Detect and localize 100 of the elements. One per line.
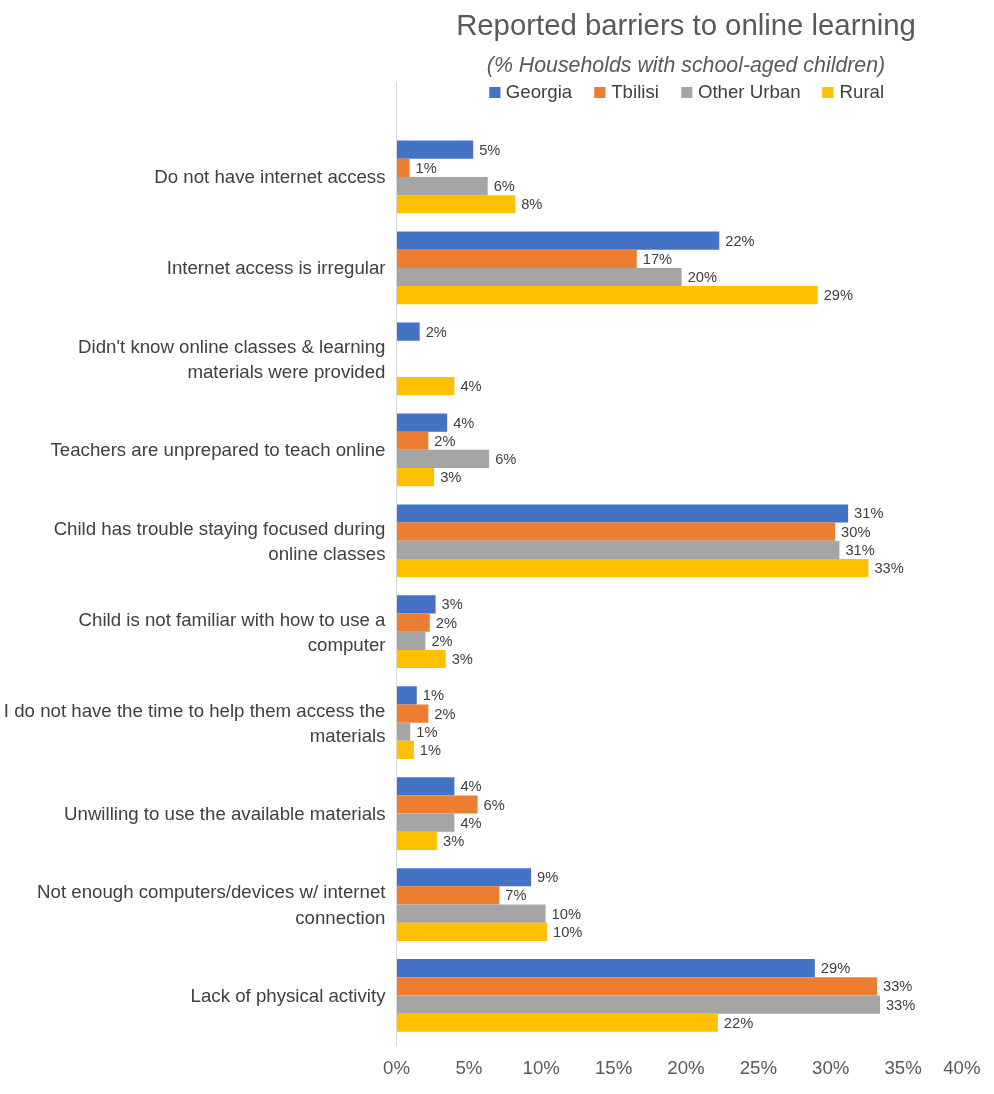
bar	[396, 522, 836, 541]
bar	[396, 704, 429, 723]
bar	[396, 886, 500, 905]
x-tick-label: 40%	[943, 1056, 981, 1078]
bar	[396, 740, 414, 760]
data-label: 4%	[453, 414, 475, 431]
x-tick-label: 35%	[884, 1056, 922, 1078]
bar	[396, 413, 448, 432]
bar	[396, 904, 546, 923]
data-label: 1%	[415, 159, 437, 176]
y-tick-label: I do not have the time to help them access the materials	[3, 699, 386, 746]
data-label: 3%	[441, 596, 463, 613]
bar	[396, 831, 438, 850]
data-label: 10%	[551, 905, 581, 922]
data-label: 3%	[443, 832, 465, 849]
bar	[396, 595, 436, 614]
bar	[396, 959, 815, 978]
bar	[396, 249, 637, 268]
data-label: 33%	[885, 996, 916, 1013]
data-label: 22%	[723, 1014, 754, 1031]
data-label: 9%	[537, 869, 559, 886]
data-label: 2%	[425, 323, 447, 340]
bar	[396, 158, 410, 177]
data-label: 31%	[854, 505, 884, 522]
legend-label: Rural	[839, 81, 885, 103]
x-tick-label: 0%	[383, 1056, 410, 1078]
data-label: 29%	[820, 960, 851, 977]
data-label: 31%	[845, 541, 875, 558]
y-tick-label: Lack of physical activity	[190, 984, 387, 1006]
x-tick-label: 20%	[667, 1056, 705, 1078]
y-tick-label: Do not have internet access	[154, 166, 386, 188]
y-tick-label: Teachers are unprepared to teach online	[50, 439, 386, 461]
bar	[396, 795, 478, 814]
bar	[396, 995, 880, 1014]
data-label: 20%	[687, 269, 717, 286]
bar	[396, 322, 420, 341]
data-label: 10%	[553, 923, 583, 940]
data-label: 29%	[823, 287, 854, 304]
bar	[396, 1013, 718, 1032]
data-label: 6%	[483, 796, 505, 813]
data-label: 33%	[874, 560, 904, 577]
x-tick-label: 25%	[739, 1056, 778, 1078]
data-label: 6%	[493, 178, 515, 195]
data-label: 17%	[642, 250, 673, 267]
legend-label: Other Urban	[697, 81, 801, 103]
bar	[396, 777, 455, 796]
data-label: 1%	[422, 687, 444, 704]
x-tick-label: 15%	[594, 1056, 633, 1078]
data-label: 4%	[460, 378, 482, 395]
data-label: 3%	[451, 650, 473, 667]
data-label: 6%	[495, 450, 517, 467]
bar	[396, 722, 411, 741]
x-tick-label: 10%	[522, 1056, 560, 1078]
data-label: 2%	[431, 632, 453, 649]
y-tick-label: Internet access is irregular	[166, 257, 386, 279]
data-label: 33%	[883, 978, 913, 995]
data-label: 4%	[460, 814, 482, 831]
bar	[396, 922, 548, 941]
bar	[396, 868, 532, 887]
data-label: 1%	[419, 741, 442, 758]
legend-label: Georgia	[505, 81, 573, 103]
data-label: 1%	[416, 723, 438, 740]
data-label: 3%	[440, 469, 462, 486]
bar	[396, 431, 429, 450]
data-label: 22%	[725, 232, 755, 249]
bar	[396, 449, 490, 469]
bar	[396, 631, 426, 650]
y-tick-label: Not enough computers/devices w/ internet connection	[37, 881, 387, 928]
bar	[396, 504, 849, 523]
bar	[396, 686, 417, 705]
data-label: 5%	[479, 141, 501, 158]
data-label: 7%	[505, 887, 527, 904]
data-label: 2%	[434, 432, 456, 449]
bar	[396, 286, 818, 305]
bar	[396, 540, 840, 559]
bar	[396, 377, 455, 396]
bar	[396, 649, 446, 669]
data-label: 8%	[521, 196, 543, 213]
bar	[396, 558, 869, 578]
data-label: 2%	[434, 705, 456, 722]
bar	[396, 176, 488, 196]
x-tick-label: 5%	[455, 1056, 483, 1078]
chart-subtitle: (% Households with school-aged children)	[486, 52, 886, 77]
chart-title: Reported barriers to online learning	[456, 7, 916, 41]
y-tick-label: Didn't know online classes & learning materials were provided	[78, 335, 386, 382]
bar	[396, 140, 474, 159]
bar	[396, 231, 720, 250]
bar	[396, 195, 516, 214]
data-label: 4%	[460, 778, 482, 795]
bar	[396, 613, 430, 632]
bar	[396, 813, 455, 832]
data-label: 30%	[841, 523, 871, 540]
legend-label: Tbilisi	[611, 81, 659, 103]
y-tick-label: Child has trouble staying focused during online classes	[53, 517, 386, 564]
bar	[396, 468, 435, 487]
y-tick-label: Child is not familiar with how to use a computer	[78, 608, 387, 655]
y-tick-label: Unwilling to use the available materials	[64, 803, 386, 825]
bar	[396, 977, 878, 996]
x-tick-label: 30%	[812, 1056, 850, 1078]
bar	[396, 267, 682, 287]
